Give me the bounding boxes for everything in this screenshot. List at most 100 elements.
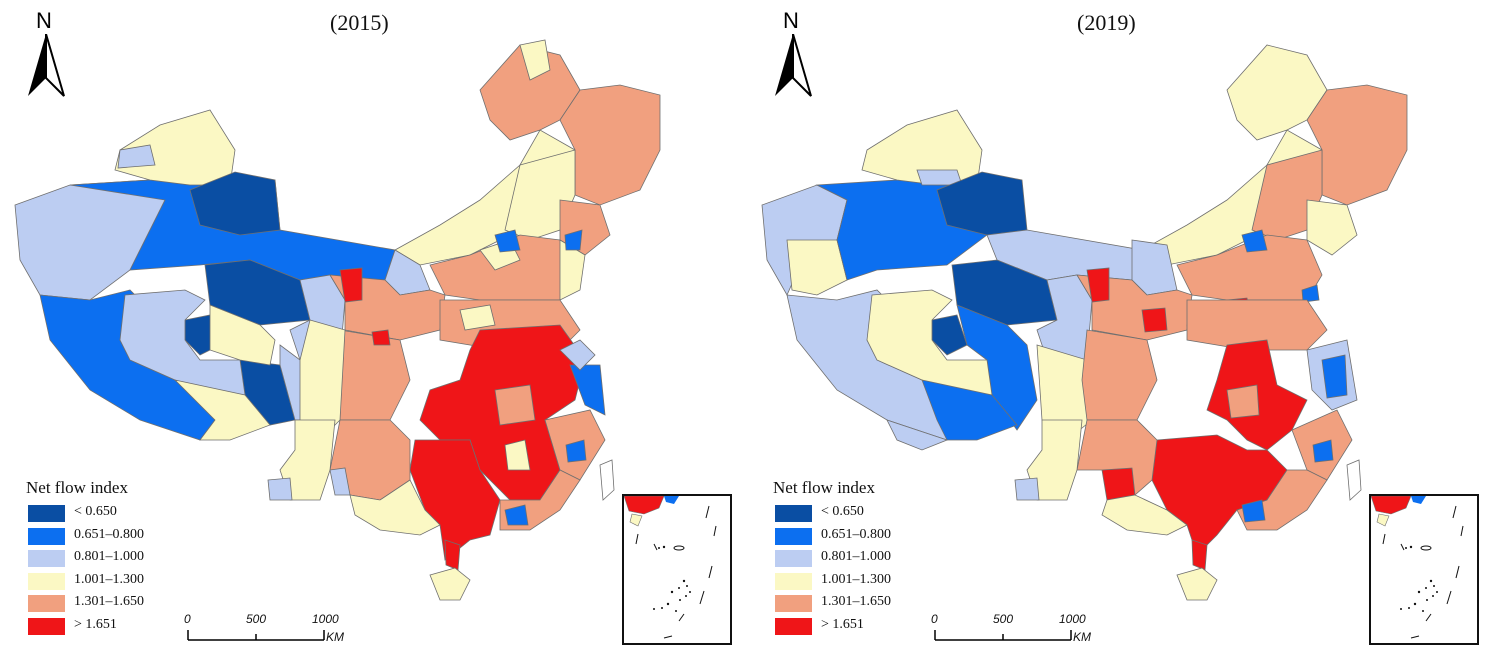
region-red-south [409, 439, 501, 561]
region-c-1 [1186, 299, 1328, 351]
panel-title: (2015) [330, 10, 389, 35]
region-red-inner-salmon [494, 384, 536, 426]
region-tibet-yellow [866, 289, 993, 411]
region-red-south [1151, 434, 1288, 556]
region-se-blue [1321, 354, 1348, 399]
legend-label: > 1.651 [74, 616, 117, 632]
region-red-tip [1191, 539, 1208, 571]
region-ne-2 [1306, 84, 1408, 206]
region-tibet-south-blue [921, 379, 1018, 441]
legend-item: 0.801–1.000 [26, 549, 144, 572]
region-red-small [1086, 267, 1110, 303]
region-sw-blue [267, 477, 293, 501]
legend-label: < 0.650 [821, 504, 864, 519]
region-taiwan [599, 459, 615, 501]
legend-label: > 1.651 [821, 616, 864, 632]
region-hainan [429, 567, 471, 601]
legend-title: Net flow index [26, 478, 128, 497]
north-letter: N [783, 8, 799, 33]
region-se-blue-2 [565, 439, 587, 463]
region-nc-blue [494, 229, 521, 253]
legend-swatch [28, 550, 65, 567]
region-hainan [1176, 567, 1218, 601]
legend-label: < 0.650 [74, 504, 117, 519]
legend-item: 1.301–1.650 [26, 594, 144, 617]
region-se-blue-3 [1241, 499, 1266, 523]
legend-title: Net flow index [773, 478, 875, 497]
legend-swatch [775, 505, 812, 522]
region-red-inner-yellow [504, 439, 531, 471]
legend-label: 0.801–1.000 [74, 549, 144, 564]
legend-item: 1.001–1.300 [26, 572, 144, 595]
region-ne-5 [519, 39, 551, 81]
region-xj-west [14, 179, 166, 301]
region-se-blue-2 [1312, 439, 1334, 463]
legend-swatch [775, 572, 812, 590]
legend-item: < 0.650 [773, 504, 875, 527]
region-ne-4 [1306, 199, 1358, 256]
region-cw-2 [334, 329, 411, 421]
legend-label: 0.651–0.800 [74, 526, 144, 542]
scale-bar: 0 500 1000 KM [931, 612, 1103, 648]
region-sw-yellow [279, 419, 336, 501]
region-red-inner-salmon [1226, 384, 1260, 419]
legend-label: 1.301–1.650 [821, 594, 891, 609]
legend-item: 0.801–1.000 [773, 549, 891, 572]
legend-swatch [28, 595, 65, 612]
region-sw-light-2 [329, 467, 351, 496]
scale-unit: KM [1073, 630, 1091, 644]
legend: Net flow index < 0.650 0.651–0.800 0.801… [26, 478, 144, 640]
region-red-small [339, 267, 363, 303]
legend-item: > 1.651 [26, 617, 128, 640]
region-cw-2 [1081, 329, 1158, 421]
region-tibet-south [173, 379, 271, 441]
map-panel-2019: (2019) N [747, 0, 1493, 667]
scale-label-500: 500 [246, 612, 267, 626]
legend-item: < 0.650 [26, 504, 128, 527]
region-se-blue-3 [504, 504, 529, 526]
legend-label: 1.001–1.300 [74, 571, 144, 587]
region-qh-blue [956, 304, 1038, 431]
region-nc-blue-2 [1301, 284, 1320, 303]
scale-label-500: 500 [993, 612, 1014, 626]
legend-swatch [775, 527, 812, 545]
north-letter: N [36, 8, 52, 33]
scale-bar: 0 500 1000 KM [184, 612, 356, 648]
scale-unit: KM [326, 630, 344, 644]
scale-label-1000: 1000 [312, 612, 339, 626]
legend-item: 0.651–0.800 [773, 527, 891, 550]
region-se-light [559, 339, 596, 371]
legend-swatch [28, 572, 65, 590]
legend-label: 0.801–1.000 [821, 549, 891, 564]
region-xj-yellow-w [786, 239, 848, 296]
map-panel-2015: (2015) N [0, 0, 746, 667]
legend-swatch [775, 550, 812, 567]
region-xj-north-2 [117, 144, 156, 169]
scale-label-0: 0 [931, 612, 938, 626]
region-nc-blue-2 [564, 229, 583, 251]
legend-item: 1.001–1.300 [773, 572, 891, 595]
region-tibet-south-light [886, 419, 949, 451]
legend-item: 0.651–0.800 [26, 527, 144, 550]
legend-label: 1.301–1.650 [74, 594, 144, 609]
region-se-blue [569, 364, 606, 416]
legend-swatch [775, 617, 812, 635]
legend: Net flow index < 0.650 0.651–0.800 0.801… [773, 478, 891, 639]
region-cw-red-2 [371, 329, 391, 346]
legend-label: 1.001–1.300 [821, 571, 891, 587]
region-red-tip [444, 539, 461, 571]
legend-item: 1.301–1.650 [773, 594, 891, 617]
region-red-mid-2 [1141, 307, 1168, 333]
scale-label-1000: 1000 [1059, 612, 1086, 626]
region-dark-1 [189, 171, 281, 236]
china-choropleth-map [761, 44, 1408, 601]
region-sw-yellow-2 [1101, 494, 1188, 536]
panel-title: (2019) [1077, 10, 1136, 35]
legend-swatch [28, 527, 65, 545]
legend-swatch [28, 617, 65, 635]
region-sw-light [1014, 477, 1040, 501]
south-china-sea-inset [1369, 494, 1479, 645]
scale-label-0: 0 [184, 612, 191, 626]
region-tibet-yellow [209, 304, 276, 366]
region-sw-yellow-2 [349, 479, 441, 536]
